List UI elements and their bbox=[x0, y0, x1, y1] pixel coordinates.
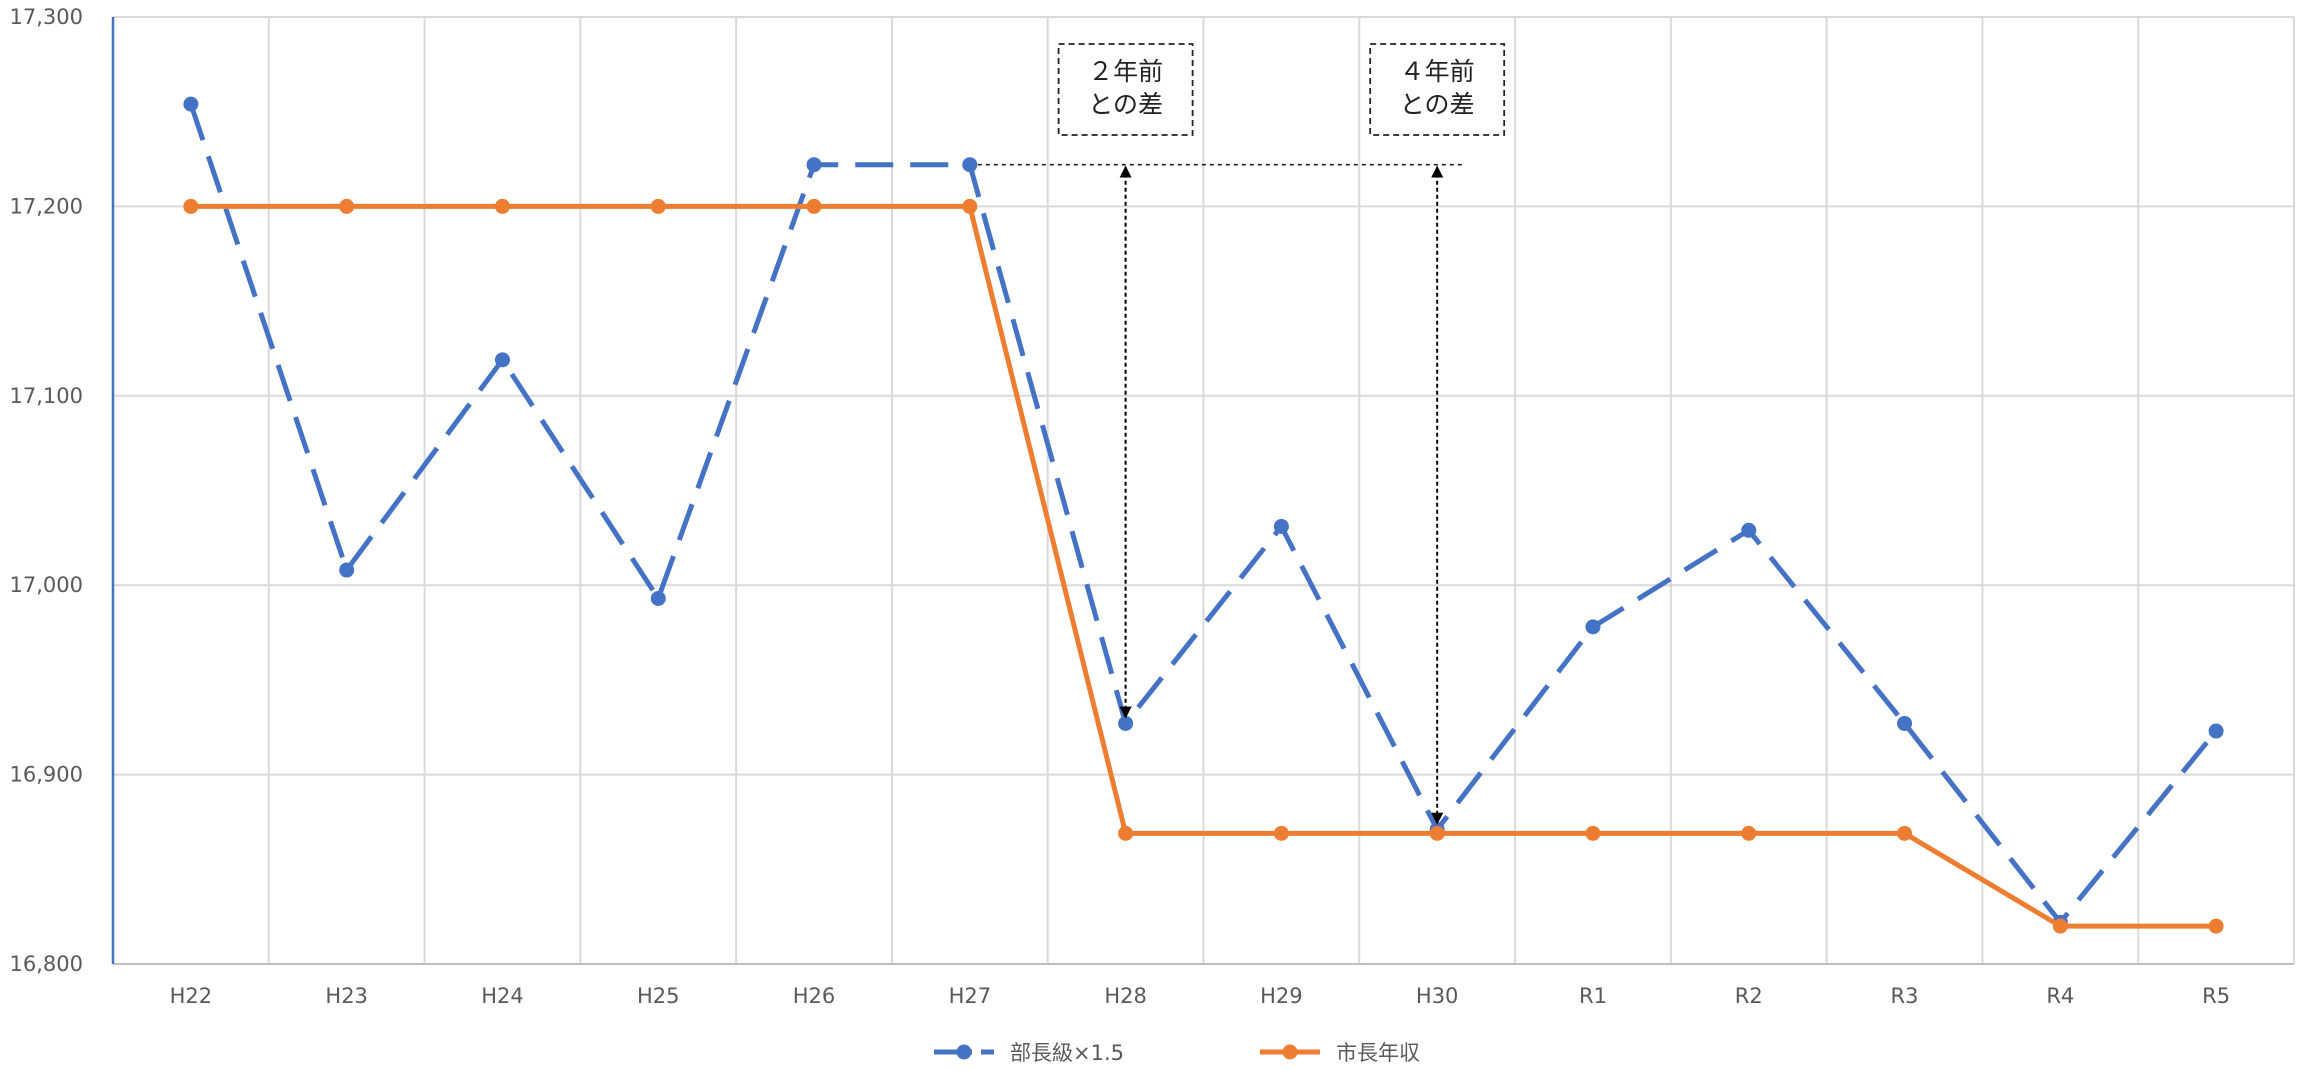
series-point-shicho bbox=[1897, 825, 1913, 841]
series-point-bucho bbox=[650, 590, 666, 606]
legend: 部長級×1.5 市長年収 bbox=[934, 1041, 1420, 1065]
series-point-bucho bbox=[962, 157, 978, 173]
x-tick-label: H24 bbox=[481, 984, 524, 1008]
annotation-box bbox=[1057, 43, 1194, 136]
legend-item: 市長年収 bbox=[1260, 1041, 1420, 1065]
series-line-bucho bbox=[188, 103, 2219, 925]
series-point-bucho bbox=[1741, 522, 1757, 538]
legend-label: 部長級×1.5 bbox=[1010, 1041, 1124, 1065]
y-tick-label: 17,300 bbox=[10, 5, 83, 29]
x-tick-label: R4 bbox=[2046, 984, 2074, 1008]
annotation-text: との差 bbox=[1088, 90, 1163, 119]
x-tick-label: H30 bbox=[1416, 984, 1459, 1008]
series-point-shicho bbox=[650, 198, 666, 214]
series-point-bucho bbox=[806, 157, 822, 173]
series-line-bucho-group bbox=[183, 96, 2224, 930]
series-point-shicho bbox=[1118, 825, 1134, 841]
legend-item: 部長級×1.5 bbox=[934, 1041, 1124, 1065]
series-point-shicho bbox=[494, 198, 510, 214]
x-tick-label: R1 bbox=[1579, 984, 1607, 1008]
series-point-shicho bbox=[1741, 825, 1757, 841]
series-point-bucho bbox=[2208, 723, 2224, 739]
series-point-shicho bbox=[2052, 918, 2068, 934]
series-point-bucho bbox=[494, 352, 510, 368]
y-tick-label: 16,800 bbox=[10, 952, 83, 976]
series-point-bucho bbox=[1897, 715, 1913, 731]
legend-label: 市長年収 bbox=[1336, 1041, 1420, 1065]
x-tick-label: H22 bbox=[170, 984, 213, 1008]
series-point-bucho bbox=[339, 562, 355, 578]
annotation-text: との差 bbox=[1400, 90, 1475, 119]
y-tick-label: 16,900 bbox=[10, 763, 83, 787]
legend-swatch-marker bbox=[956, 1044, 972, 1060]
x-tick-label: R2 bbox=[1735, 984, 1763, 1008]
annotation-box bbox=[1369, 43, 1506, 136]
x-tick-label: H23 bbox=[325, 984, 368, 1008]
x-tick-label: R3 bbox=[1891, 984, 1919, 1008]
annotation-text: ２年前 bbox=[1088, 57, 1163, 86]
series-point-shicho bbox=[1273, 825, 1289, 841]
x-tick-label: H27 bbox=[949, 984, 992, 1008]
x-tick-labels: H22 H23 H24 H25 H26 H27 H28 H29 H30 R1 R2 R3 R4 R5 bbox=[170, 984, 2230, 1008]
series-point-shicho bbox=[339, 198, 355, 214]
y-tick-label: 17,100 bbox=[10, 384, 83, 408]
legend-swatch-marker bbox=[1282, 1044, 1298, 1060]
series-point-bucho bbox=[1118, 715, 1134, 731]
y-tick-label: 17,000 bbox=[10, 573, 83, 597]
series-point-shicho bbox=[1429, 825, 1445, 841]
series-point-shicho bbox=[1585, 825, 1601, 841]
x-tick-label: H25 bbox=[637, 984, 680, 1008]
series-point-bucho bbox=[183, 96, 199, 112]
x-tick-label: H29 bbox=[1260, 984, 1303, 1008]
series-point-shicho bbox=[962, 198, 978, 214]
gridlines bbox=[113, 16, 2295, 964]
series-point-bucho bbox=[1585, 619, 1601, 635]
y-tick-label: 17,200 bbox=[10, 194, 83, 218]
x-tick-label: R5 bbox=[2202, 984, 2230, 1008]
annotation-text: ４年前 bbox=[1400, 57, 1475, 86]
series-line-shicho-group bbox=[183, 198, 2224, 934]
y-tick-labels: 16,800 16,900 17,000 17,100 17,200 17,300 bbox=[10, 5, 83, 976]
x-tick-label: H26 bbox=[793, 984, 836, 1008]
series-point-shicho bbox=[183, 198, 199, 214]
x-tick-label: H28 bbox=[1104, 984, 1147, 1008]
series-point-shicho bbox=[2208, 918, 2224, 934]
series-point-shicho bbox=[806, 198, 822, 214]
series-line-shicho bbox=[188, 203, 2219, 929]
series-point-bucho bbox=[1273, 518, 1289, 534]
